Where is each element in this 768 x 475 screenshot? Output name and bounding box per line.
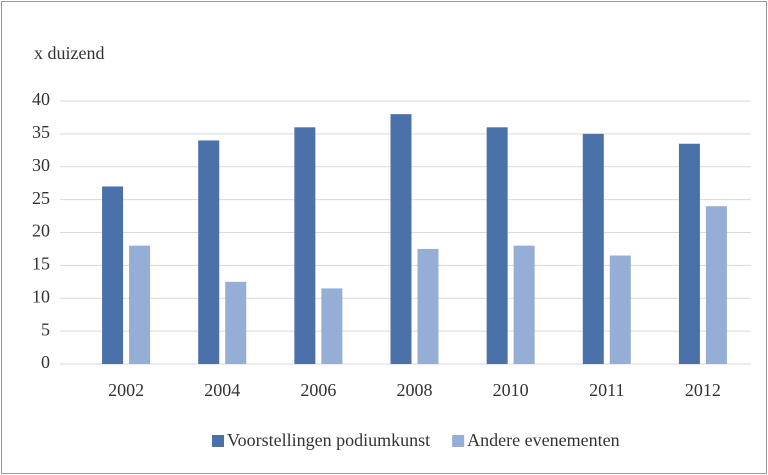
y-tick-label: 15: [32, 254, 50, 274]
x-tick-label: 2002: [108, 380, 144, 400]
bar: [321, 288, 343, 364]
legend-swatch: [212, 435, 224, 447]
y-tick-label: 25: [32, 188, 50, 208]
y-tick-label: 40: [32, 89, 50, 109]
legend-label: Andere evenementen: [467, 430, 619, 450]
y-tick-label: 10: [32, 286, 50, 306]
y-tick-label: 0: [41, 352, 50, 372]
bar: [102, 186, 124, 364]
bar: [417, 248, 439, 364]
y-axis-label: x duizend: [34, 43, 104, 63]
legend-label: Voorstellingen podiumkunst: [227, 430, 430, 450]
bar: [390, 114, 412, 365]
bar: [678, 143, 700, 364]
y-tick-label: 30: [32, 155, 50, 175]
y-tick-label: 5: [41, 319, 50, 339]
x-tick-label: 2012: [685, 380, 721, 400]
bar: [225, 281, 247, 364]
x-tick-label: 2004: [204, 380, 240, 400]
bar: [705, 206, 727, 364]
x-tick-label: 2010: [493, 380, 529, 400]
x-tick-label: 2008: [397, 380, 433, 400]
bar: [609, 255, 631, 364]
legend-swatch: [452, 435, 465, 447]
bar: [486, 127, 508, 364]
bar: [582, 133, 604, 364]
x-tick-label: 2011: [589, 380, 624, 400]
y-tick-label: 20: [32, 221, 50, 241]
y-tick-label: 35: [32, 122, 50, 142]
bar: [129, 245, 151, 364]
bar: [294, 127, 316, 364]
bar: [198, 140, 220, 364]
bar: [513, 245, 535, 364]
x-tick-label: 2006: [300, 380, 336, 400]
